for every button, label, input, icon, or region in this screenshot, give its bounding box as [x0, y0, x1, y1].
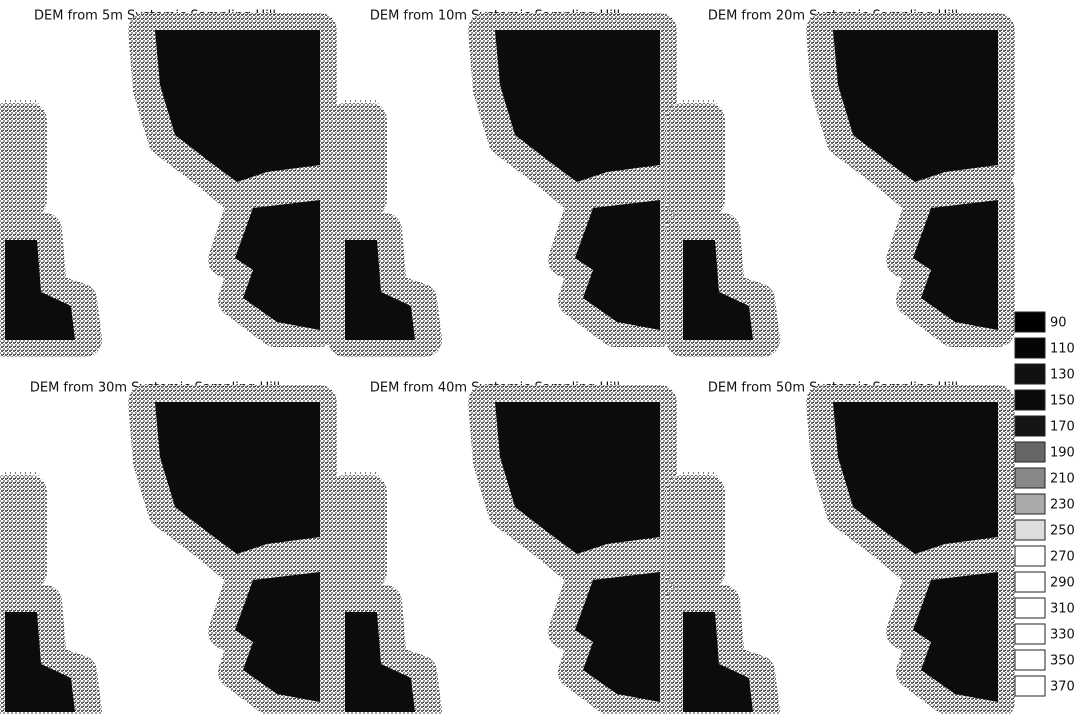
legend-swatch [1015, 338, 1045, 358]
legend-swatch [1015, 546, 1045, 566]
legend-label: 230 [1050, 498, 1075, 513]
legend-swatch [1015, 468, 1045, 488]
dem-map [683, 30, 998, 340]
legend-label: 270 [1050, 550, 1075, 565]
dem-map [683, 402, 998, 712]
legend-label: 370 [1050, 680, 1075, 695]
dem-map [5, 402, 320, 712]
legend-swatch [1015, 416, 1045, 436]
legend-swatch [1015, 390, 1045, 410]
legend-swatch [1015, 520, 1045, 540]
legend-swatch [1015, 494, 1045, 514]
dem-map [5, 30, 320, 340]
dem-map [345, 30, 660, 340]
legend-label: 290 [1050, 576, 1075, 591]
legend-label: 210 [1050, 472, 1075, 487]
legend: 90 110 130 150 170 190 210 230 250 270 290 310 330 35… [1015, 312, 1075, 696]
legend-swatch [1015, 676, 1045, 696]
legend-label: 150 [1050, 394, 1075, 409]
legend-label: 170 [1050, 420, 1075, 435]
dem-map [345, 402, 660, 712]
legend-swatch [1015, 624, 1045, 644]
figure: DEM from 5m Systemic Sampling HillDEM fr… [0, 0, 1086, 714]
legend-swatch [1015, 312, 1045, 332]
legend-label: 190 [1050, 446, 1075, 461]
legend-label: 90 [1050, 316, 1067, 331]
legend-label: 350 [1050, 654, 1075, 669]
legend-label: 330 [1050, 628, 1075, 643]
legend-swatch [1015, 442, 1045, 462]
legend-label: 310 [1050, 602, 1075, 617]
legend-swatch [1015, 572, 1045, 592]
legend-swatch [1015, 650, 1045, 670]
legend-label: 110 [1050, 342, 1075, 357]
legend-label: 250 [1050, 524, 1075, 539]
legend-swatch [1015, 364, 1045, 384]
map-panels: DEM from 5m Systemic Sampling HillDEM fr… [5, 9, 998, 713]
legend-swatch [1015, 598, 1045, 618]
legend-label: 130 [1050, 368, 1075, 383]
